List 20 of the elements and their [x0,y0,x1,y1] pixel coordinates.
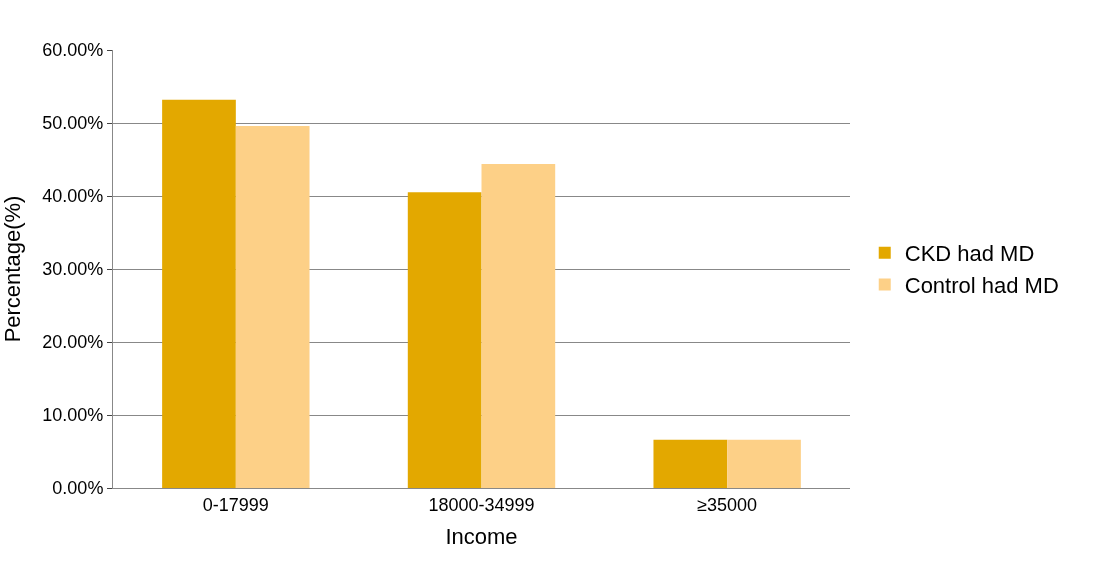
x-axis-title: Income [445,524,518,550]
x-tick-label: ≥35000 [697,494,758,515]
y-tick-label: 40.00% [42,186,104,207]
y-tick-label: 30.00% [42,259,104,280]
bar [653,439,728,488]
bar [235,125,310,488]
y-tick-label: 0.00% [52,478,104,499]
bar [727,439,801,488]
bar [407,192,482,488]
y-tick-label: 20.00% [42,332,104,353]
bar [162,99,236,488]
bar [481,163,556,488]
y-tick-label: 50.00% [42,113,104,134]
x-tick-label: 18000-34999 [428,494,535,515]
y-tick-label: 60.00% [42,40,104,61]
legend-label: CKD had MD [904,241,1035,267]
legend-label: Control had MD [904,272,1059,298]
y-tick-label: 10.00% [42,405,104,426]
x-tick-label: 0-17999 [202,494,269,515]
y-axis-title: Percentage(%) [0,195,26,343]
